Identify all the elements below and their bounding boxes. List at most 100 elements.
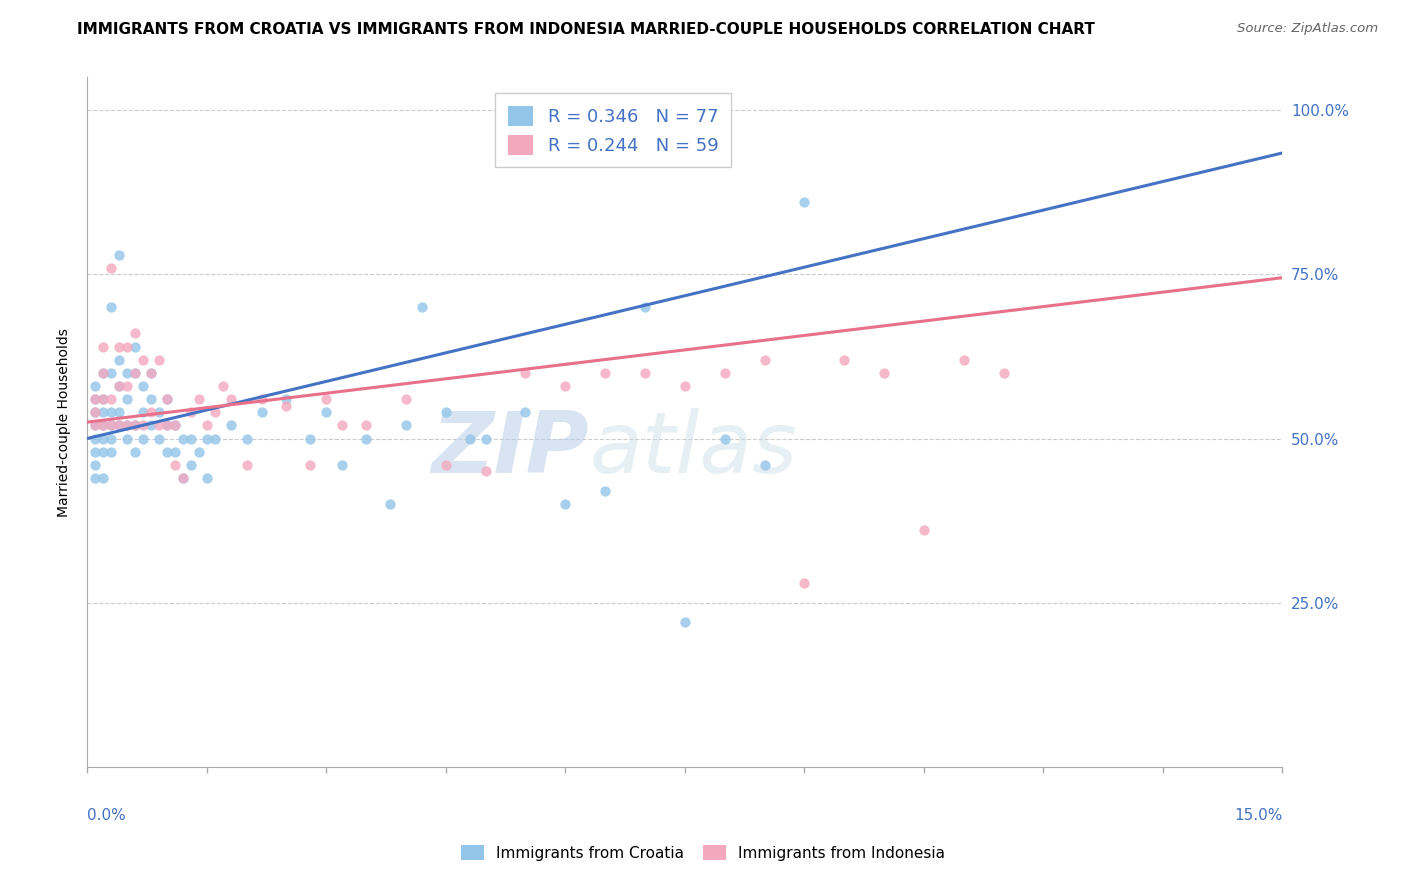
Point (252, 405, 274, 419)
Point (148, 418, 170, 433)
Point (474, 464, 496, 478)
Point (180, 405, 202, 419)
Point (187, 444, 209, 458)
Point (108, 418, 131, 433)
Point (156, 392, 179, 406)
Point (195, 418, 218, 433)
Point (180, 432, 202, 446)
Point (132, 352, 155, 367)
Point (84, 392, 107, 406)
Point (163, 418, 186, 433)
Point (91, 366, 114, 380)
Point (148, 432, 170, 446)
Point (108, 248, 131, 262)
Point (315, 405, 337, 419)
Legend: Immigrants from Croatia, Immigrants from Indonesia: Immigrants from Croatia, Immigrants from… (454, 837, 952, 868)
Point (593, 366, 616, 380)
Point (993, 366, 1015, 380)
Point (148, 405, 170, 419)
Point (219, 418, 242, 433)
Point (276, 399, 298, 413)
Point (187, 392, 209, 406)
Point (434, 458, 457, 472)
Point (195, 471, 218, 485)
Point (163, 444, 186, 458)
Point (163, 458, 186, 472)
Point (108, 418, 131, 433)
Point (195, 432, 218, 446)
Point (204, 405, 226, 419)
Point (330, 458, 353, 472)
Point (139, 392, 162, 406)
Point (204, 432, 226, 446)
Point (713, 366, 735, 380)
Point (593, 484, 616, 499)
Point (395, 418, 418, 433)
Point (115, 432, 138, 446)
Point (108, 352, 131, 367)
Point (100, 418, 122, 433)
Point (91, 392, 114, 406)
Point (91, 418, 114, 433)
Point (299, 458, 322, 472)
Point (793, 576, 815, 591)
Point (673, 379, 696, 393)
Point (132, 405, 155, 419)
Point (873, 366, 896, 380)
Point (91, 366, 114, 380)
Point (100, 418, 122, 433)
Point (474, 432, 496, 446)
Point (912, 524, 935, 538)
Point (100, 432, 122, 446)
Point (124, 326, 146, 341)
Point (378, 497, 401, 511)
Point (84, 418, 107, 433)
Point (115, 418, 138, 433)
Point (754, 352, 776, 367)
Point (395, 392, 418, 406)
Point (84, 392, 107, 406)
Point (515, 366, 537, 380)
Point (100, 444, 122, 458)
Point (91, 405, 114, 419)
Point (124, 366, 146, 380)
Point (634, 300, 657, 314)
Point (139, 418, 162, 433)
Point (252, 392, 274, 406)
Point (115, 379, 138, 393)
Point (634, 366, 657, 380)
Text: ZIP: ZIP (432, 409, 589, 491)
Point (315, 392, 337, 406)
Point (156, 418, 179, 433)
Text: IMMIGRANTS FROM CROATIA VS IMMIGRANTS FROM INDONESIA MARRIED-COUPLE HOUSEHOLDS C: IMMIGRANTS FROM CROATIA VS IMMIGRANTS FR… (77, 22, 1095, 37)
Point (100, 366, 122, 380)
Point (235, 432, 257, 446)
Point (713, 432, 735, 446)
Point (124, 366, 146, 380)
Point (108, 379, 131, 393)
Point (124, 340, 146, 354)
Text: 15.0%: 15.0% (1234, 808, 1282, 823)
Point (276, 392, 298, 406)
Point (172, 432, 194, 446)
Point (515, 405, 537, 419)
Point (124, 418, 146, 433)
Point (84, 379, 107, 393)
Point (84, 405, 107, 419)
Point (100, 300, 122, 314)
Point (434, 405, 457, 419)
Point (108, 405, 131, 419)
Point (139, 405, 162, 419)
Point (156, 392, 179, 406)
Point (91, 471, 114, 485)
Point (299, 432, 322, 446)
Point (124, 418, 146, 433)
Point (84, 418, 107, 433)
Point (754, 458, 776, 472)
Point (832, 352, 855, 367)
Point (132, 432, 155, 446)
Point (458, 432, 481, 446)
Point (793, 195, 815, 210)
Point (139, 366, 162, 380)
Point (132, 418, 155, 433)
